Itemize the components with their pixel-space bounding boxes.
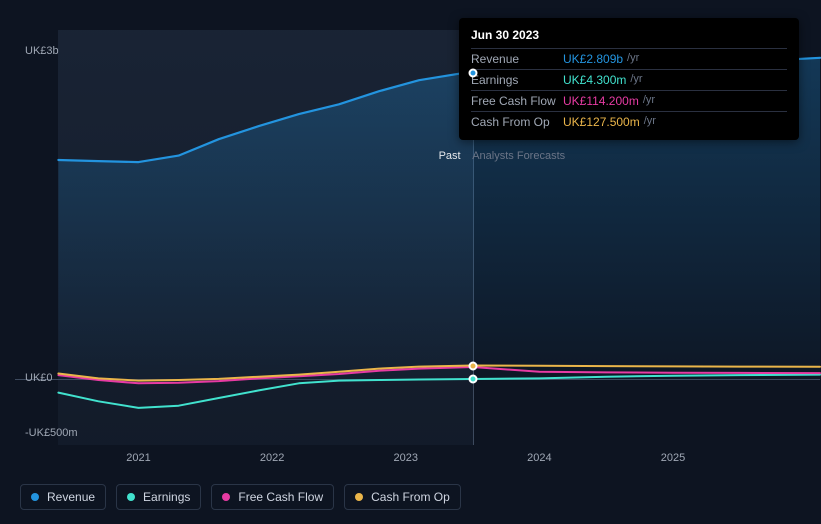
x-tick: 2022 [260, 452, 284, 464]
tooltip-unit: /yr [627, 52, 639, 66]
legend-label: Revenue [47, 490, 95, 504]
tooltip-row: EarningsUK£4.300m/yr [471, 69, 787, 90]
tooltip-value: UK£114.200m [563, 94, 639, 108]
tooltip-value: UK£127.500m [563, 115, 640, 129]
forecast-label: Analysts Forecasts [472, 150, 565, 162]
divider-labels: Past Analysts Forecasts [439, 150, 566, 162]
tooltip-row: Free Cash FlowUK£114.200m/yr [471, 90, 787, 111]
tooltip-label: Revenue [471, 52, 563, 66]
x-tick: 2021 [126, 452, 150, 464]
marker-earnings [468, 375, 477, 384]
tooltip-label: Cash From Op [471, 115, 563, 129]
tooltip-unit: /yr [644, 115, 656, 129]
legend-label: Free Cash Flow [238, 490, 323, 504]
legend-swatch [355, 493, 363, 501]
tooltip-date: Jun 30 2023 [471, 28, 787, 42]
legend-label: Earnings [143, 490, 190, 504]
tooltip-label: Earnings [471, 73, 563, 87]
tooltip: Jun 30 2023 RevenueUK£2.809b/yrEarningsU… [459, 18, 799, 140]
forecast-chart: UK£3b UK£0 -UK£500m 2021 2022 2023 2024 2025 P… [0, 0, 821, 524]
tooltip-label: Free Cash Flow [471, 94, 563, 108]
legend-item-earnings[interactable]: Earnings [116, 484, 201, 510]
tooltip-row: RevenueUK£2.809b/yr [471, 48, 787, 69]
legend-swatch [127, 493, 135, 501]
legend-item-cfo[interactable]: Cash From Op [344, 484, 461, 510]
x-tick: 2023 [394, 452, 418, 464]
tooltip-unit: /yr [643, 94, 655, 108]
tooltip-value: UK£4.300m [563, 73, 626, 87]
past-label: Past [439, 150, 461, 162]
marker-revenue [468, 68, 477, 77]
tooltip-value: UK£2.809b [563, 52, 623, 66]
tooltip-unit: /yr [630, 73, 642, 87]
legend-swatch [31, 493, 39, 501]
legend-swatch [222, 493, 230, 501]
y-tick: UK£3b [25, 45, 59, 57]
marker-cfo [468, 361, 477, 370]
x-tick: 2025 [661, 452, 685, 464]
y-tick: -UK£500m [25, 427, 78, 439]
legend-label: Cash From Op [371, 490, 450, 504]
x-tick: 2024 [527, 452, 551, 464]
legend-item-fcf[interactable]: Free Cash Flow [211, 484, 334, 510]
legend-item-revenue[interactable]: Revenue [20, 484, 106, 510]
y-tick: UK£0 [25, 372, 53, 384]
legend: Revenue Earnings Free Cash Flow Cash From O… [20, 484, 461, 510]
tooltip-row: Cash From OpUK£127.500m/yr [471, 111, 787, 132]
